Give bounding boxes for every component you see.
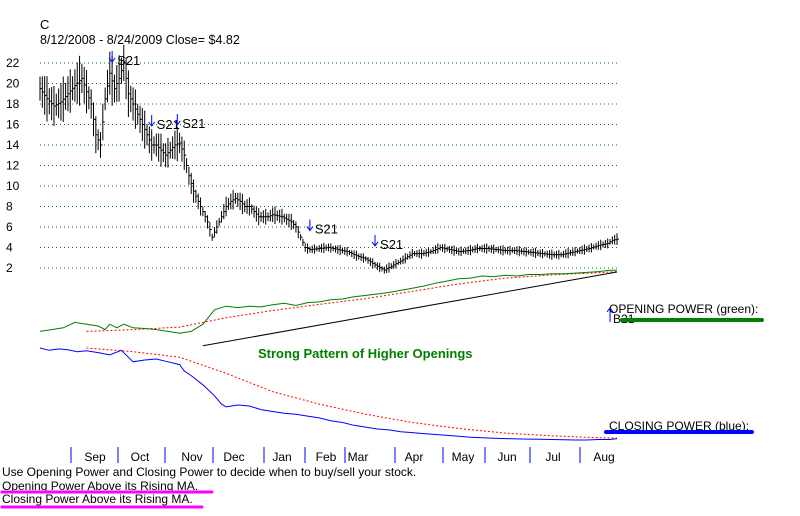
buy-signal-arrowhead — [606, 307, 614, 313]
sell-signal-label: S21 — [117, 53, 140, 68]
y-tick-label: 4 — [6, 241, 13, 255]
y-tick-label: 12 — [6, 159, 20, 173]
price-series — [39, 44, 619, 274]
pattern-annotation: Strong Pattern of Higher Openings — [258, 346, 473, 361]
opening-power-trendline — [202, 271, 618, 347]
month-label: Sep — [84, 450, 106, 464]
sell-signal-label: S21 — [182, 116, 205, 131]
sell-signal-label: S21 — [315, 222, 338, 237]
closing-power-ma — [86, 347, 618, 439]
sell-signal-label: S21 — [157, 117, 180, 132]
month-label: Jul — [545, 450, 560, 464]
signals: S21S21S21S21S21B21 — [108, 50, 635, 326]
opening-power-ma — [86, 271, 618, 332]
month-label: Nov — [181, 450, 202, 464]
month-label: Mar — [348, 450, 369, 464]
sell-signal-arrowhead — [148, 121, 156, 127]
y-tick-label: 6 — [6, 220, 13, 234]
sell-signal-arrowhead — [173, 120, 181, 126]
power-indicators — [39, 269, 618, 441]
y-tick-label: 22 — [6, 56, 20, 70]
footer-line-3: Closing Power Above its Rising MA. — [2, 492, 193, 506]
month-label: May — [452, 450, 475, 464]
sell-signal-arrowhead — [108, 57, 116, 63]
opening-power-label: OPENING POWER (green): — [609, 302, 758, 316]
x-axis: Sep Oct Nov Dec Jan Feb Mar Apr May Jun Jul Aug — [70, 447, 615, 464]
closing-power-label: CLOSING POWER (blue): — [609, 419, 749, 433]
y-tick-label: 20 — [6, 77, 20, 91]
y-axis-ticks: 22 20 18 16 14 12 10 8 6 4 2 — [6, 56, 20, 275]
chart-title: 8/12/2008 - 8/24/2009 Close= $4.82 — [40, 33, 240, 47]
y-tick-label: 8 — [6, 200, 13, 214]
month-label: Jan — [272, 450, 291, 464]
footer-line-1: Use Opening Power and Closing Power to d… — [2, 465, 416, 479]
month-label: Aug — [593, 450, 614, 464]
month-label: Dec — [223, 450, 244, 464]
y-tick-label: 14 — [6, 138, 20, 152]
ticker-label: C — [40, 17, 49, 32]
y-tick-label: 2 — [6, 261, 13, 275]
sell-signal-label: S21 — [380, 237, 403, 252]
opening-power-line — [39, 269, 617, 334]
closing-power-line — [39, 347, 618, 441]
y-tick-label: 16 — [6, 118, 20, 132]
price-grid — [40, 62, 617, 269]
sell-signal-arrowhead — [371, 241, 379, 247]
month-label: Oct — [131, 450, 150, 464]
month-label: Feb — [316, 450, 337, 464]
footer-line-2: Opening Power Above its Rising MA. — [2, 479, 198, 493]
y-tick-label: 10 — [6, 179, 20, 193]
y-tick-label: 18 — [6, 97, 20, 111]
month-label: Jun — [497, 450, 516, 464]
sell-signal-arrowhead — [306, 226, 314, 232]
month-label: Apr — [405, 450, 424, 464]
